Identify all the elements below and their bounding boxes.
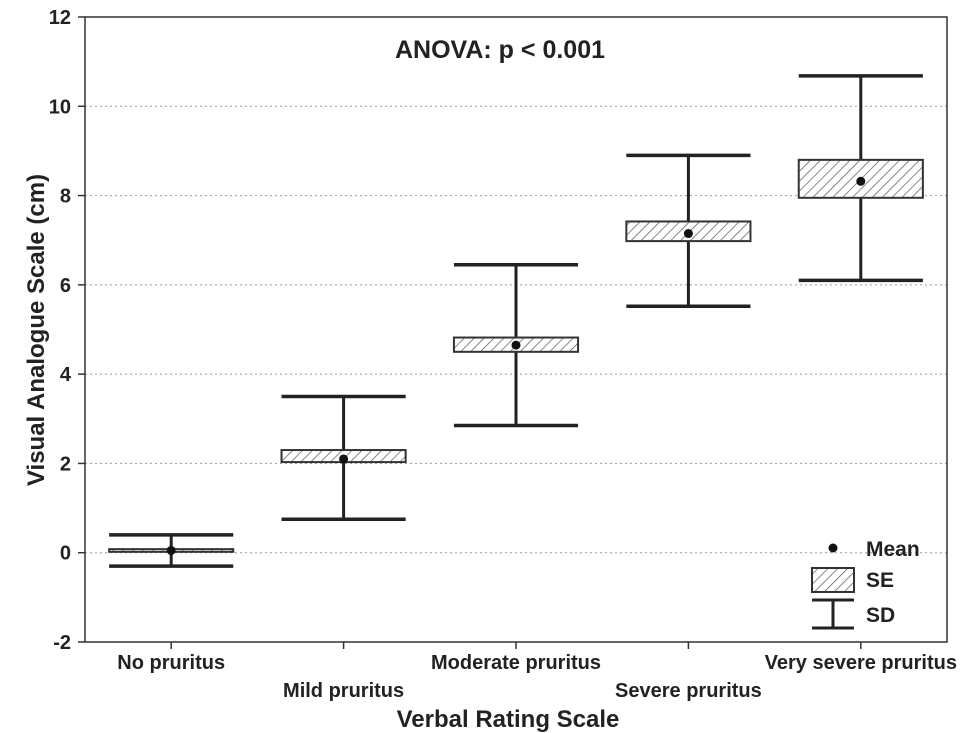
legend-se-label: SE xyxy=(866,569,894,592)
legend: Mean SE SD xyxy=(811,538,920,630)
category-group xyxy=(625,153,752,309)
y-axis-ticks: -2 0 2 4 6 8 10 12 xyxy=(49,7,85,654)
legend-mean-label: Mean xyxy=(866,538,920,561)
x-tick-label: Mild pruritus xyxy=(283,680,404,702)
mean-point xyxy=(683,229,693,239)
legend-sd-symbol xyxy=(812,598,854,630)
x-tick-label: Moderate pruritus xyxy=(431,652,601,674)
y-tick-label: 0 xyxy=(60,543,71,565)
anova-annotation: ANOVA: p < 0.001 xyxy=(395,36,605,64)
mean-point xyxy=(166,545,176,555)
x-tick-label: No pruritus xyxy=(117,652,225,674)
y-tick-label: 10 xyxy=(49,96,71,118)
category-group xyxy=(452,263,580,428)
y-tick-label: 12 xyxy=(49,7,71,29)
mean-point xyxy=(856,176,866,186)
legend-sd-label: SD xyxy=(866,604,895,627)
mean-point xyxy=(339,454,349,464)
x-tick-label: Very severe pruritus xyxy=(765,652,957,674)
y-tick-label: 4 xyxy=(60,364,72,386)
mean-point xyxy=(511,340,521,350)
category-group xyxy=(797,74,924,283)
y-tick-label: -2 xyxy=(53,632,71,654)
category-group xyxy=(108,533,235,568)
legend-mean-symbol xyxy=(828,543,838,553)
y-tick-label: 6 xyxy=(60,275,71,297)
legend-se-symbol xyxy=(811,567,855,593)
y-axis-title: Visual Analogue Scale (cm) xyxy=(23,174,50,486)
x-tick-label: Severe pruritus xyxy=(615,680,762,702)
y-tick-label: 2 xyxy=(60,453,71,475)
x-axis-title: Verbal Rating Scale xyxy=(397,706,620,733)
category-group xyxy=(280,394,407,521)
y-tick-label: 8 xyxy=(60,186,71,208)
data-marks xyxy=(108,74,924,568)
x-axis-ticks: No pruritus Mild pruritus Moderate pruritu… xyxy=(117,642,957,702)
